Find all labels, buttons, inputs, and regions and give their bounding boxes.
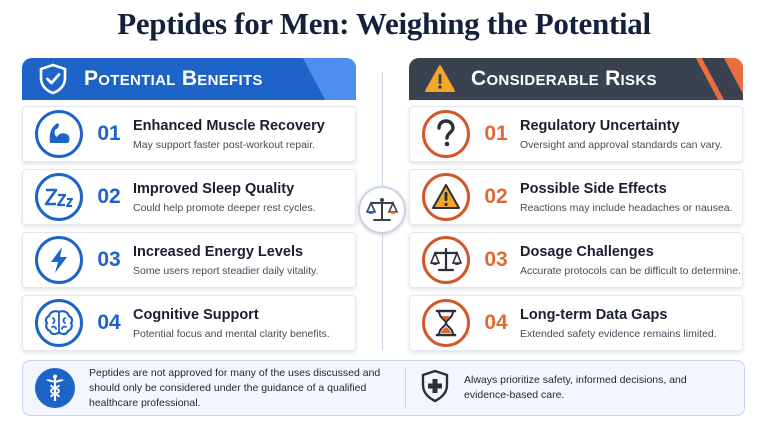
benefits-header: Potential Benefits [22,58,356,100]
risk-title: Dosage Challenges [520,243,654,260]
risk-number: 03 [484,248,508,271]
risks-header-label: Considerable Risks [471,67,657,90]
benefit-description: Potential focus and mental clarity benef… [133,327,330,340]
balance-scale-icon [358,186,406,234]
caduceus-icon [35,368,75,408]
benefit-title: Increased Energy Levels [133,243,304,260]
benefit-number: 04 [97,311,121,334]
benefit-description: May support faster post-workout repair. [133,138,316,151]
benefit-card: 01 Enhanced Muscle Recovery May support … [22,106,356,162]
risk-title: Long-term Data Gaps [520,306,668,323]
question-mark-icon [422,110,470,158]
benefit-number: 01 [97,122,121,145]
risk-card: 02 Possible Side Effects Reactions may i… [409,169,743,225]
risk-card: 01 Regulatory Uncertainty Oversight and … [409,106,743,162]
benefits-column: Potential Benefits 01 Enhanced Muscle Re… [22,58,356,358]
risks-column: Considerable Risks 01 Regulatory Uncerta… [409,58,743,358]
warning-triangle-icon [423,62,457,96]
balance-scale-icon [422,236,470,284]
risk-title: Regulatory Uncertainty [520,117,680,134]
hourglass-icon [422,299,470,347]
benefit-card: 04 Cognitive Support Potential focus and… [22,295,356,351]
shield-check-icon [36,62,70,96]
lightning-bolt-icon [35,236,83,284]
flexed-arm-icon [35,110,83,158]
risk-number: 04 [484,311,508,334]
benefit-card: 03 Increased Energy Levels Some users re… [22,232,356,288]
risk-description: Reactions may include headaches or nause… [520,201,733,214]
benefit-title: Cognitive Support [133,306,259,323]
risk-card: 03 Dosage Challenges Accurate protocols … [409,232,743,288]
risk-card: 04 Long-term Data Gaps Extended safety e… [409,295,743,351]
benefit-number: 02 [97,185,121,208]
disclaimer-text: Peptides are not approved for many of th… [89,366,381,409]
risk-description: Accurate protocols can be difficult to d… [520,264,742,277]
benefit-number: 03 [97,248,121,271]
footer-divider [405,367,406,409]
risk-title: Possible Side Effects [520,180,667,197]
risk-number: 02 [484,185,508,208]
risk-description: Oversight and approval standards can var… [520,138,723,151]
benefit-description: Some users report steadier daily vitalit… [133,264,319,277]
medical-shield-icon [420,369,450,408]
benefit-card: 02 Improved Sleep Quality Could help pro… [22,169,356,225]
benefit-title: Improved Sleep Quality [133,180,295,197]
benefits-header-label: Potential Benefits [84,67,263,90]
sleep-zzz-icon [35,173,83,221]
risks-header: Considerable Risks [409,58,743,100]
brain-icon [35,299,83,347]
risk-description: Extended safety evidence remains limited… [520,327,717,340]
risk-number: 01 [484,122,508,145]
benefit-title: Enhanced Muscle Recovery [133,117,325,134]
benefit-description: Could help promote deeper rest cycles. [133,201,316,214]
warning-triangle-icon [422,173,470,221]
disclaimer-footer: Peptides are not approved for many of th… [22,360,745,416]
safety-advice-text: Always prioritize safety, informed decis… [464,374,687,401]
page-title: Peptides for Men: Weighing the Potential [117,6,651,41]
